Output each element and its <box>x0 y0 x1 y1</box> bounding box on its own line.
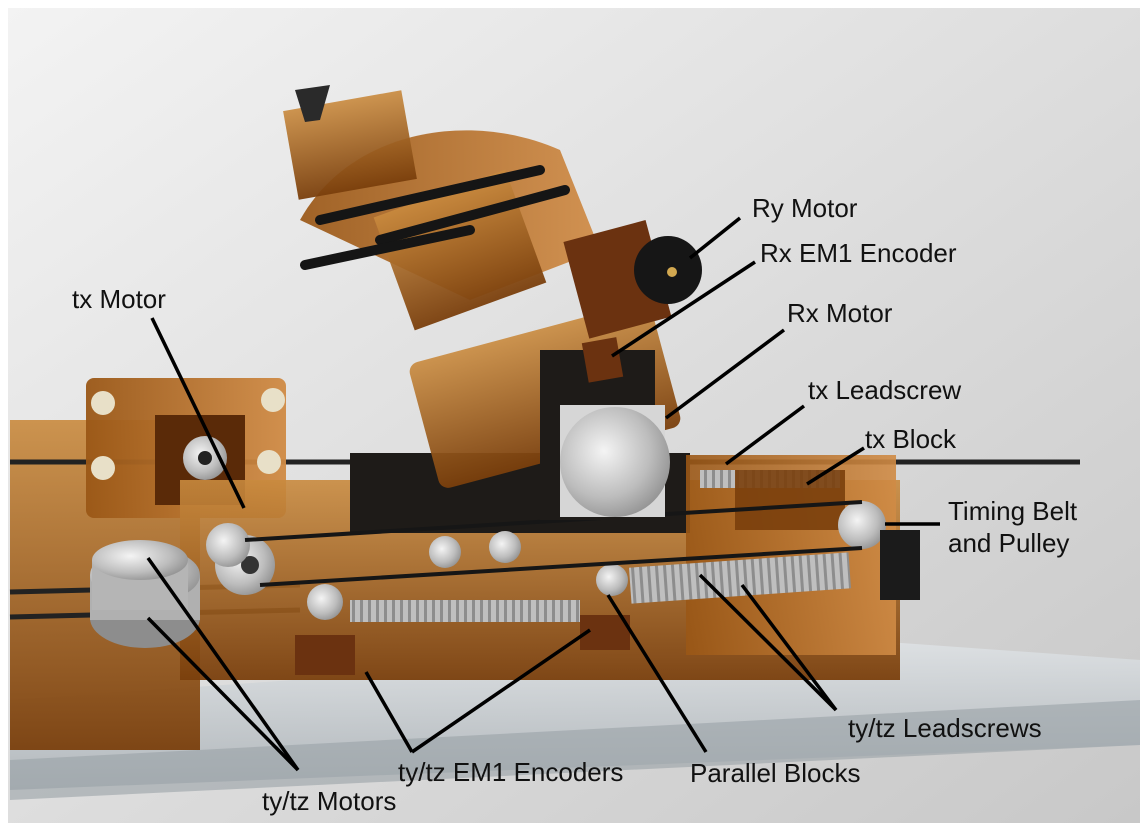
leader-ry-motor <box>688 216 742 260</box>
leader-tx-leadscrew <box>724 404 806 466</box>
label-rx-motor: Rx Motor <box>787 298 893 328</box>
leader-ty-tz-lead-1 <box>698 573 838 712</box>
leader-tx-block <box>806 446 865 486</box>
leader-ty-tz-motor-2 <box>146 616 300 772</box>
pulleys <box>206 501 886 620</box>
ty-tz-encoders <box>295 615 630 675</box>
label-timing-belt-pulley: Timing Belt and Pulley <box>948 496 1078 558</box>
label-ty-tz-em1-encoders: ty/tz EM1 Encoders <box>398 757 624 787</box>
timing-belt <box>244 500 863 587</box>
rx-encoder <box>581 337 624 383</box>
label-parallel-blocks: Parallel Blocks <box>690 758 861 788</box>
label-rx-em1-encoder: Rx EM1 Encoder <box>760 238 957 268</box>
ty-tz-motors <box>90 540 200 648</box>
label-ry-motor: Ry Motor <box>752 193 858 223</box>
tx-block <box>735 470 845 530</box>
label-ty-tz-leadscrews: ty/tz Leadscrews <box>848 713 1042 743</box>
leader-parallel-blocks <box>606 594 708 753</box>
right-motor <box>880 530 920 600</box>
leadscrews <box>350 470 851 622</box>
leader-tx-motor <box>150 317 246 509</box>
leader-lines <box>146 216 940 772</box>
label-ty-tz-motors: ty/tz Motors <box>262 786 397 816</box>
leader-ty-tz-motor-1 <box>146 556 300 772</box>
leader-rx-motor <box>664 328 786 420</box>
label-tx-block: tx Block <box>865 424 957 454</box>
ry-motor <box>634 236 702 304</box>
leader-ty-tz-enc-2 <box>411 628 591 754</box>
leader-ty-tz-enc-1 <box>364 671 414 753</box>
label-tx-leadscrew: tx Leadscrew <box>808 375 962 405</box>
label-tx-motor: tx Motor <box>72 284 166 314</box>
leader-ty-tz-lead-2 <box>740 583 838 712</box>
leader-rx-encoder <box>611 260 756 358</box>
